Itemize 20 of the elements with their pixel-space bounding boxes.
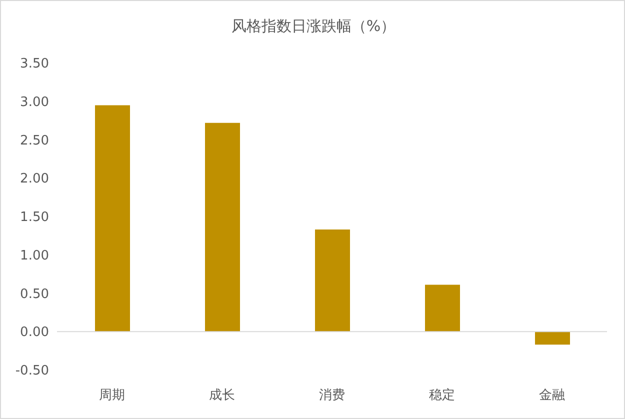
bar — [315, 230, 350, 332]
bar — [425, 284, 460, 332]
y-tick-label: 2.00 — [20, 172, 49, 187]
bar — [205, 122, 240, 332]
y-tick-label: 3.00 — [20, 94, 49, 110]
y-tick-label: 1.00 — [20, 248, 49, 264]
chart-title: 风格指数日涨跌幅（%） — [230, 17, 397, 36]
y-tick-label: -0.50 — [15, 364, 49, 379]
bar — [95, 105, 130, 332]
x-tick-label: 消费 — [319, 388, 345, 404]
y-tick-label: 0.00 — [20, 325, 49, 340]
x-tick-label: 成长 — [209, 388, 235, 404]
y-tick-label: 2.50 — [20, 133, 49, 148]
y-tick-label: 1.50 — [20, 210, 49, 226]
bar — [535, 332, 570, 345]
y-tick-label: 0.50 — [20, 286, 49, 302]
x-tick-label: 稳定 — [429, 388, 455, 404]
y-tick-label: 3.50 — [20, 56, 49, 72]
x-tick-label: 周期 — [99, 388, 125, 404]
x-tick-label: 金融 — [539, 388, 565, 404]
